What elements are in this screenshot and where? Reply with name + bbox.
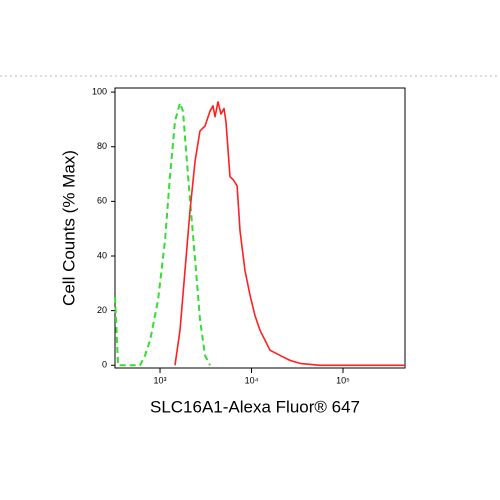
y-tick-label: 60 [97, 196, 107, 206]
plot-frame [114, 87, 406, 369]
y-axis-label: Cell Counts (% Max) [59, 150, 78, 306]
x-axis-label: SLC16A1-Alexa Fluor® 647 [150, 397, 360, 416]
histogram-line [174, 101, 405, 367]
y-tick-label: 100 [92, 86, 107, 96]
x-tick-label: 10⁵ [336, 375, 350, 385]
x-tick-label: 10³ [154, 375, 167, 385]
y-tick-label: 0 [102, 360, 107, 370]
x-tick-label: 10⁴ [245, 375, 259, 385]
histogram-line [114, 102, 211, 367]
y-tick-label: 80 [97, 141, 107, 151]
y-tick-label: 40 [97, 250, 107, 260]
y-tick-label: 20 [97, 305, 107, 315]
